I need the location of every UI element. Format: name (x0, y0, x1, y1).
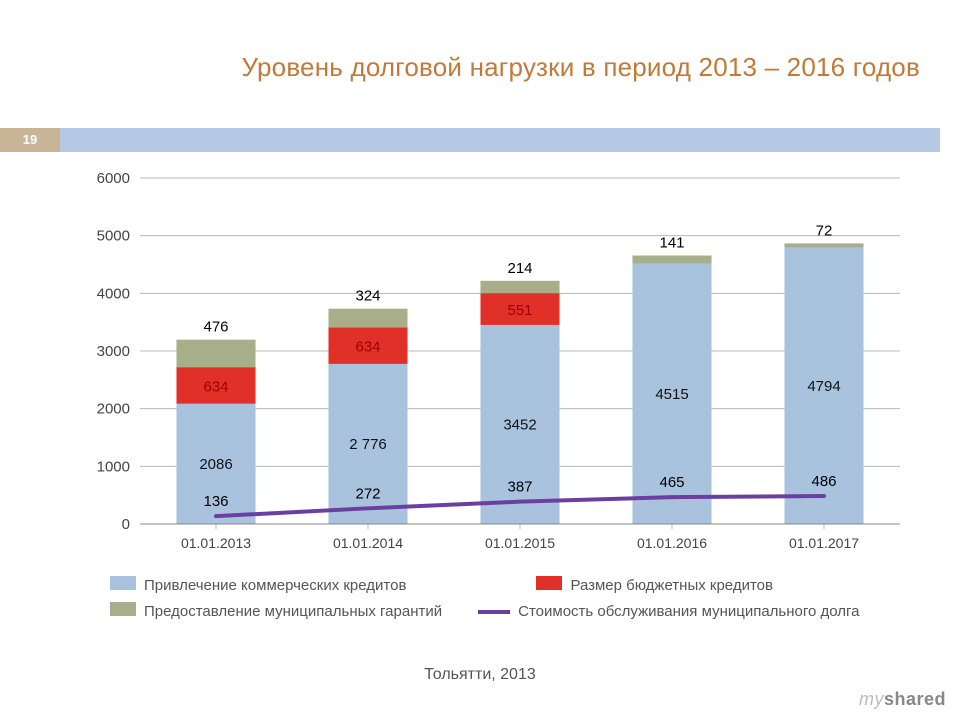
svg-text:0: 0 (122, 516, 130, 533)
svg-text:01.01.2015: 01.01.2015 (485, 535, 555, 551)
legend-item-budget: Размер бюджетных кредитов (536, 576, 773, 594)
svg-text:2 776: 2 776 (349, 436, 387, 453)
svg-text:136: 136 (203, 493, 228, 510)
legend-item-service: Стоимость обслуживания муниципального до… (478, 603, 859, 620)
svg-text:3000: 3000 (97, 343, 130, 360)
svg-text:214: 214 (507, 260, 532, 277)
slide: { "title": "Уровень долговой нагрузки в … (0, 0, 960, 720)
svg-text:4794: 4794 (807, 378, 840, 395)
svg-text:01.01.2016: 01.01.2016 (637, 535, 707, 551)
svg-text:01.01.2013: 01.01.2013 (181, 535, 251, 551)
legend: Привлечение коммерческих кредитов Размер… (110, 576, 910, 628)
chart-area: 0 1000 2000 3000 4000 5000 6000 2086 634 476 2 776… (86, 170, 906, 560)
svg-text:1000: 1000 (97, 458, 130, 475)
svg-text:634: 634 (355, 339, 380, 356)
svg-text:634: 634 (203, 378, 228, 395)
svg-text:2000: 2000 (97, 401, 130, 418)
svg-text:486: 486 (811, 473, 836, 490)
svg-text:2086: 2086 (199, 456, 232, 473)
svg-text:3452: 3452 (503, 416, 536, 433)
svg-text:465: 465 (659, 474, 684, 491)
svg-text:476: 476 (203, 319, 228, 336)
svg-text:387: 387 (507, 479, 532, 496)
legend-item-guarantee: Предоставление муниципальных гарантий (110, 602, 442, 620)
stacked-bar-chart: 0 1000 2000 3000 4000 5000 6000 2086 634 476 2 776… (86, 170, 906, 560)
svg-text:72: 72 (816, 222, 833, 239)
svg-text:4515: 4515 (655, 386, 688, 403)
footer-text: Тольятти, 2013 (0, 666, 960, 684)
watermark: myshared (859, 689, 946, 710)
svg-text:5000: 5000 (97, 228, 130, 245)
svg-text:4000: 4000 (97, 285, 130, 302)
svg-text:01.01.2014: 01.01.2014 (333, 535, 403, 551)
svg-text:141: 141 (659, 235, 684, 252)
svg-text:324: 324 (355, 288, 380, 305)
page-number-badge: 19 (0, 128, 60, 152)
title-bar (60, 128, 940, 152)
svg-text:551: 551 (507, 302, 532, 319)
svg-text:6000: 6000 (97, 170, 130, 187)
slide-title: Уровень долговой нагрузки в период 2013 … (241, 52, 920, 83)
legend-item-commercial: Привлечение коммерческих кредитов (110, 576, 406, 594)
svg-text:01.01.2017: 01.01.2017 (789, 535, 859, 551)
svg-text:272: 272 (355, 485, 380, 502)
